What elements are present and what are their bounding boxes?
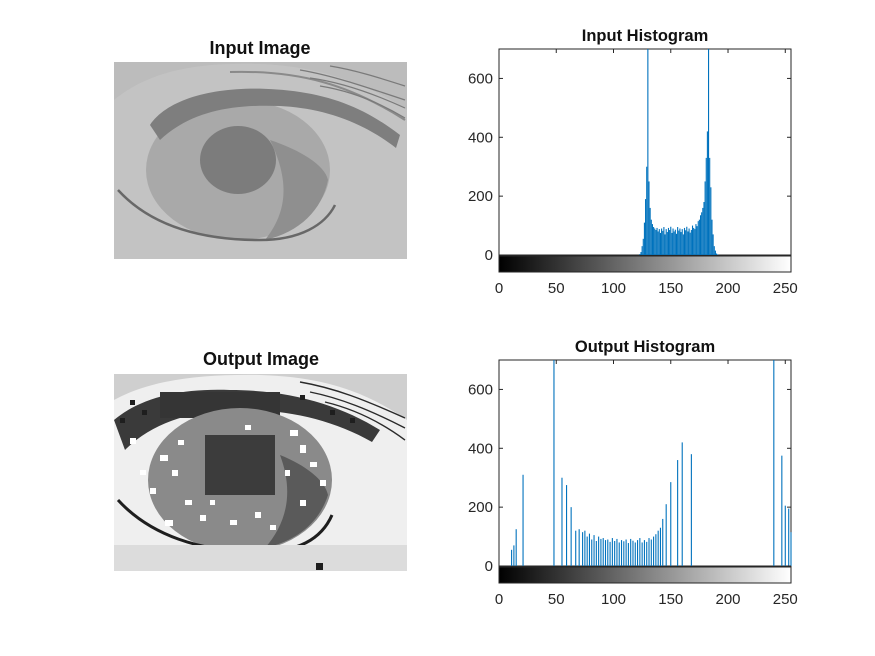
output-image-title: Output Image: [203, 349, 319, 369]
y-tick-label: 200: [468, 188, 493, 205]
y-tick-label: 400: [468, 129, 493, 146]
output-image-speckles: [130, 425, 326, 530]
input-histogram-y-axis: 0 200 400 600: [468, 70, 791, 264]
x-tick-label: 100: [601, 591, 626, 608]
output-image-dark-speckles: [120, 395, 355, 570]
output-image-upper-skin: [114, 374, 407, 420]
output-image: [114, 374, 407, 571]
y-tick-label: 200: [468, 499, 493, 516]
output-histogram-axes: [498, 359, 792, 567]
output-histogram-bars: [511, 360, 792, 566]
x-tick-label: 0: [495, 280, 503, 297]
output-histogram-title: Output Histogram: [575, 338, 715, 356]
output-histogram-x-axis: 0 50 100 150 200 250: [495, 360, 798, 608]
input-histogram-panel: Input Histogram 0 200 400 600 0 50 100 150 200 2…: [468, 27, 798, 297]
x-tick-label: 50: [548, 591, 565, 608]
input-image-lash-band: [150, 88, 400, 148]
output-histogram-panel: Output Histogram 0 200 400 600 0 50 100 150 200…: [468, 338, 798, 608]
output-image-lower-skin: [114, 545, 407, 571]
output-image-pupil: [205, 435, 275, 495]
output-histogram-colorbar: [498, 566, 792, 584]
input-histogram-axes: [498, 48, 792, 256]
x-tick-label: 250: [773, 591, 798, 608]
input-image-title: Input Image: [209, 38, 310, 58]
input-image-upper-lid: [114, 62, 407, 110]
input-image-lower-lid: [117, 189, 337, 242]
output-image-panel: Output Image: [114, 349, 407, 571]
input-histogram-colorbar: [498, 255, 792, 273]
output-image-lashes: [299, 381, 406, 441]
y-tick-label: 0: [485, 558, 493, 575]
input-histogram-title: Input Histogram: [582, 27, 709, 45]
x-tick-label: 0: [495, 591, 503, 608]
y-tick-label: 600: [468, 381, 493, 398]
input-image: [114, 62, 407, 259]
x-tick-label: 50: [548, 280, 565, 297]
x-tick-label: 200: [716, 591, 741, 608]
x-tick-label: 200: [716, 280, 741, 297]
x-tick-label: 250: [773, 280, 798, 297]
input-image-pupil: [200, 126, 276, 194]
input-image-lashes: [299, 65, 406, 119]
x-tick-label: 100: [601, 280, 626, 297]
input-image-iris-shadow: [265, 140, 328, 240]
output-histogram-y-axis: 0 200 400 600: [468, 381, 791, 575]
input-histogram-bars: [639, 49, 719, 255]
input-image-lid-crease: [229, 70, 406, 121]
y-tick-label: 400: [468, 440, 493, 457]
input-image-panel: Input Image: [114, 38, 407, 259]
x-tick-label: 150: [658, 591, 683, 608]
output-image-iris-shadow: [265, 455, 328, 548]
y-tick-label: 600: [468, 70, 493, 87]
y-tick-label: 0: [485, 247, 493, 264]
input-histogram-x-axis: 0 50 100 150 200 250: [495, 49, 798, 297]
x-tick-label: 150: [658, 280, 683, 297]
